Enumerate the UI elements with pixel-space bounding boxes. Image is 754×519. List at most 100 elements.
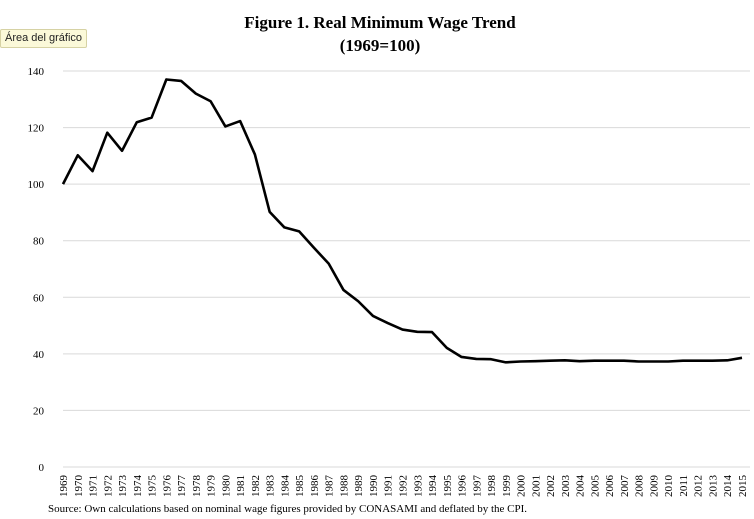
series-line[interactable] xyxy=(61,78,743,364)
data-point-2000[interactable] xyxy=(518,358,524,364)
x-tick-label: 1985 xyxy=(294,475,306,498)
x-tick-label: 1979 xyxy=(206,475,218,498)
x-tick-label: 1996 xyxy=(457,475,469,498)
data-point-1993[interactable] xyxy=(414,329,420,335)
x-tick-label: 1969 xyxy=(58,475,70,498)
x-tick-label: 2010 xyxy=(663,475,675,498)
data-point-2012[interactable] xyxy=(695,358,701,364)
data-point-1995[interactable] xyxy=(444,345,450,351)
x-tick-label: 1994 xyxy=(427,475,439,498)
data-point-1981[interactable] xyxy=(237,118,243,124)
x-tick-label: 1972 xyxy=(102,475,114,497)
data-point-1994[interactable] xyxy=(429,329,435,335)
x-tick-label: 2009 xyxy=(648,475,660,498)
data-point-1976[interactable] xyxy=(163,76,169,82)
data-point-2011[interactable] xyxy=(680,358,686,364)
x-tick-label: 1983 xyxy=(265,475,277,498)
x-tick-label: 1976 xyxy=(161,475,173,498)
x-tick-label: 1975 xyxy=(147,475,159,498)
data-point-1992[interactable] xyxy=(400,327,406,333)
data-point-2003[interactable] xyxy=(562,357,568,363)
x-tick-label: 2003 xyxy=(560,475,572,498)
data-point-2008[interactable] xyxy=(636,358,642,364)
x-tick-label: 1989 xyxy=(353,475,365,498)
data-point-1978[interactable] xyxy=(193,91,199,97)
data-point-2004[interactable] xyxy=(577,358,583,364)
x-tick-label: 2002 xyxy=(545,475,557,497)
x-tick-label: 2012 xyxy=(693,475,705,497)
y-tick-label: 60 xyxy=(33,292,45,304)
data-point-1979[interactable] xyxy=(208,98,214,104)
data-point-1990[interactable] xyxy=(370,313,376,319)
data-point-1999[interactable] xyxy=(503,359,509,365)
x-tick-label: 1982 xyxy=(250,475,262,497)
data-point-2006[interactable] xyxy=(606,358,612,364)
data-point-1996[interactable] xyxy=(459,354,465,360)
data-point-2005[interactable] xyxy=(591,358,597,364)
data-point-2002[interactable] xyxy=(547,358,553,364)
data-point-1997[interactable] xyxy=(473,356,479,362)
y-tick-label: 40 xyxy=(33,349,45,361)
data-point-1984[interactable] xyxy=(281,224,287,230)
data-point-1975[interactable] xyxy=(149,115,155,121)
data-point-1988[interactable] xyxy=(340,287,346,293)
data-point-1991[interactable] xyxy=(385,320,391,326)
data-point-1969[interactable] xyxy=(60,181,66,187)
y-tick-label: 20 xyxy=(33,405,45,417)
x-tick-label: 1981 xyxy=(235,475,247,497)
data-point-2015[interactable] xyxy=(739,355,745,361)
data-point-1970[interactable] xyxy=(75,152,81,158)
chart-subtitle: (1969=100) xyxy=(340,36,421,55)
x-tick-label: 2001 xyxy=(530,475,542,497)
data-point-2013[interactable] xyxy=(709,358,715,364)
data-point-1977[interactable] xyxy=(178,78,184,84)
source-note: Source: Own calculations based on nomina… xyxy=(48,503,527,515)
data-point-1986[interactable] xyxy=(311,245,317,251)
data-point-1971[interactable] xyxy=(90,168,96,174)
plot-area[interactable] xyxy=(60,76,745,365)
y-tick-label: 80 xyxy=(33,236,45,248)
data-point-1983[interactable] xyxy=(267,209,273,215)
data-point-2001[interactable] xyxy=(532,358,538,364)
x-tick-label: 1970 xyxy=(73,475,85,498)
x-tick-label: 1971 xyxy=(88,475,100,497)
chart-area-tooltip: Área del gráfico xyxy=(0,29,88,48)
data-point-1980[interactable] xyxy=(222,123,228,129)
x-tick-label: 2005 xyxy=(589,475,601,498)
x-tick-label: 2011 xyxy=(678,475,690,497)
data-point-2009[interactable] xyxy=(650,358,656,364)
x-tick-label: 1973 xyxy=(117,475,129,498)
data-point-1987[interactable] xyxy=(326,261,332,267)
data-point-1974[interactable] xyxy=(134,119,140,125)
x-tick-label: 2008 xyxy=(634,475,646,498)
x-tick-label: 2007 xyxy=(619,475,631,498)
x-tick-label: 1992 xyxy=(398,475,410,497)
y-tick-label: 120 xyxy=(28,123,45,135)
data-point-1972[interactable] xyxy=(104,130,110,136)
x-tick-label: 1974 xyxy=(132,475,144,498)
data-point-1973[interactable] xyxy=(119,148,125,154)
x-axis-ticks: 1969 1970 1971 1972 1973 1974 1975 1976 1977 1978… xyxy=(58,475,749,498)
y-tick-label: 140 xyxy=(28,66,45,78)
data-point-1989[interactable] xyxy=(355,298,361,304)
x-tick-label: 1997 xyxy=(471,475,483,498)
data-point-1982[interactable] xyxy=(252,151,258,157)
x-tick-label: 1995 xyxy=(442,475,454,498)
data-point-1998[interactable] xyxy=(488,356,494,362)
x-tick-label: 2000 xyxy=(516,475,528,498)
x-tick-label: 1980 xyxy=(220,475,232,498)
gridlines xyxy=(63,70,750,468)
x-tick-label: 1993 xyxy=(412,475,424,498)
x-tick-label: 1986 xyxy=(309,475,321,498)
x-tick-label: 1988 xyxy=(338,475,350,498)
data-point-1985[interactable] xyxy=(296,228,302,234)
x-tick-label: 1987 xyxy=(324,475,336,498)
data-point-2010[interactable] xyxy=(665,358,671,364)
x-tick-label: 1990 xyxy=(368,475,380,498)
x-tick-label: 1977 xyxy=(176,475,188,498)
x-tick-label: 1991 xyxy=(383,475,395,497)
data-point-2014[interactable] xyxy=(724,357,730,363)
data-point-2007[interactable] xyxy=(621,358,627,364)
x-tick-label: 2015 xyxy=(737,475,749,498)
